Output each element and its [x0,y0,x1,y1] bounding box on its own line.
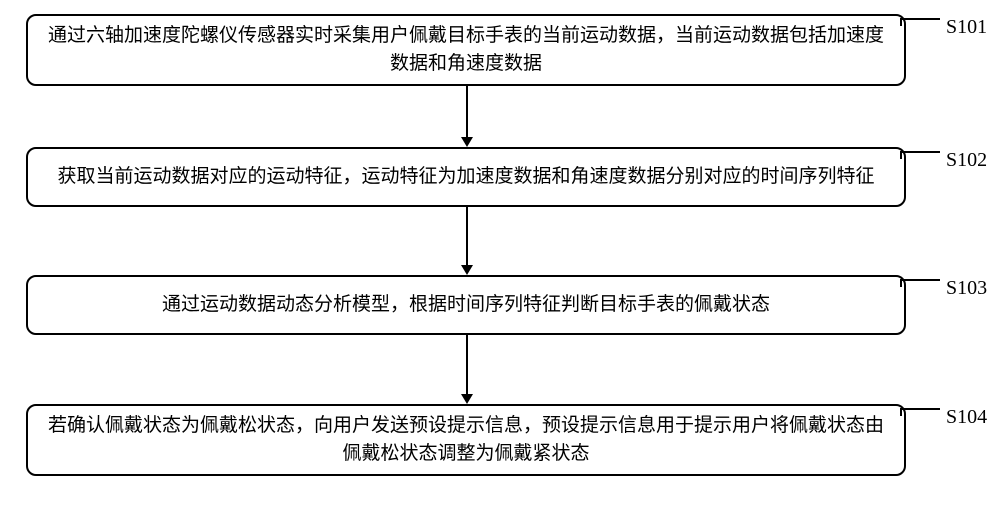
flow-step-s102: 获取当前运动数据对应的运动特征，运动特征为加速度数据和角速度数据分别对应的时间序… [26,147,906,207]
flow-step-s103: 通过运动数据动态分析模型，根据时间序列特征判断目标手表的佩戴状态 [26,275,906,335]
flow-arrow [466,86,468,139]
arrow-head-icon [461,394,473,404]
arrow-head-icon [461,265,473,275]
flow-arrow [466,207,468,267]
flow-step-label-s104: S104 [946,406,987,429]
flow-step-text: 若确认佩戴状态为佩戴松状态，向用户发送预设提示信息，预设提示信息用于提示用户将佩… [40,412,892,469]
lead-line [900,279,940,281]
flow-step-label-s102: S102 [946,149,987,172]
lead-line [900,408,940,410]
lead-line [900,151,940,153]
flow-step-text: 获取当前运动数据对应的运动特征，运动特征为加速度数据和角速度数据分别对应的时间序… [57,163,874,192]
flow-step-label-s103: S103 [946,277,987,300]
flow-arrow [466,335,468,396]
arrow-head-icon [461,137,473,147]
flow-step-text: 通过六轴加速度陀螺仪传感器实时采集用户佩戴目标手表的当前运动数据，当前运动数据包… [40,22,892,79]
flow-step-label-s101: S101 [946,16,987,39]
lead-line [900,18,940,20]
flow-step-s104: 若确认佩戴状态为佩戴松状态，向用户发送预设提示信息，预设提示信息用于提示用户将佩… [26,404,906,476]
flow-step-text: 通过运动数据动态分析模型，根据时间序列特征判断目标手表的佩戴状态 [162,291,770,320]
flow-step-s101: 通过六轴加速度陀螺仪传感器实时采集用户佩戴目标手表的当前运动数据，当前运动数据包… [26,14,906,86]
